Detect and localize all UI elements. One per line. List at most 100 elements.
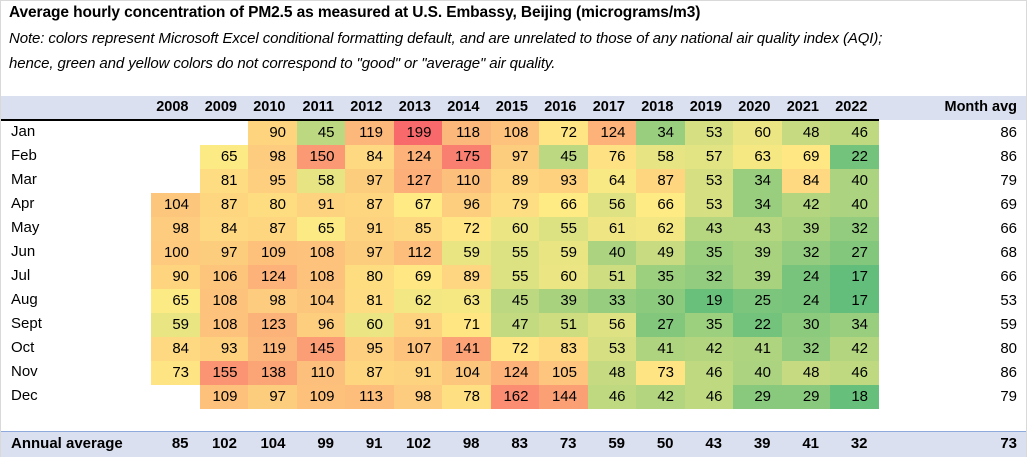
annual-average-2010: 104 — [260, 435, 286, 452]
heatmap-cell-jul-2022: 17 — [830, 265, 879, 289]
row-label-may: May — [11, 219, 40, 236]
row-label-apr: Apr — [11, 195, 35, 212]
heatmap-cell-jul-2020: 39 — [733, 265, 782, 289]
heatmap-cell-sept-2017: 56 — [587, 313, 637, 337]
heatmap-cell-mar-2010: 95 — [248, 169, 297, 193]
heatmap-cell-dec-2017: 46 — [587, 385, 637, 409]
heatmap-cell-jan-2022: 46 — [830, 121, 879, 145]
heatmap-cell-jul-2018: 35 — [636, 265, 685, 289]
heatmap-cell-jun-2013: 112 — [393, 241, 443, 265]
annual-average-2014: 98 — [462, 435, 480, 452]
heatmap-cell-oct-2014: 141 — [442, 337, 491, 361]
column-header-2020: 2020 — [738, 99, 771, 115]
row-label-jul: Jul — [11, 267, 31, 284]
heatmap-cell-nov-2019: 46 — [684, 361, 734, 385]
heatmap-cell-jan-2013: 199 — [393, 121, 443, 145]
heatmap-cell-may-2018: 62 — [636, 217, 685, 241]
row-label-aug: Aug — [11, 291, 38, 308]
heatmap-cell-jul-2012: 80 — [345, 265, 394, 289]
heatmap-cell-sept-2020: 22 — [733, 313, 782, 337]
month-avg-mar: 79 — [1000, 172, 1017, 189]
heatmap-cell-jul-2016: 60 — [539, 265, 588, 289]
heatmap-cell-apr-2009: 87 — [199, 193, 249, 217]
heatmap-cell-sept-2012: 60 — [345, 313, 394, 337]
heatmap-cell-aug-2010: 98 — [248, 289, 297, 313]
heatmap-cell-dec-2022: 18 — [830, 385, 879, 409]
heatmap-cell-mar-2019: 53 — [684, 169, 734, 193]
heatmap-cell-oct-2020: 41 — [733, 337, 782, 361]
column-header-2013: 2013 — [398, 99, 431, 115]
heatmap-cell-aug-2019: 19 — [684, 289, 734, 313]
heatmap-cell-feb-2014: 175 — [442, 145, 491, 169]
heatmap-cell-jun-2010: 109 — [248, 241, 297, 265]
heatmap-cell-jan-2017: 124 — [587, 121, 637, 145]
heatmap-cell-nov-2017: 48 — [587, 361, 637, 385]
heatmap-cell-jul-2011: 108 — [296, 265, 346, 289]
heatmap-cell-oct-2021: 32 — [781, 337, 831, 361]
column-header-2019: 2019 — [689, 99, 722, 115]
heatmap-cell-jul-2013: 69 — [393, 265, 443, 289]
heatmap-cell-dec-2014: 78 — [442, 385, 491, 409]
column-header-month-avg: Month avg — [944, 99, 1018, 115]
heatmap-cell-nov-2021: 48 — [781, 361, 831, 385]
heatmap-cell-aug-2022: 17 — [830, 289, 879, 313]
heatmap-cell-oct-2008: 84 — [151, 337, 200, 361]
heatmap-cell-mar-2017: 64 — [587, 169, 637, 193]
heatmap-cell-may-2011: 65 — [296, 217, 346, 241]
heatmap-cell-oct-2017: 53 — [587, 337, 637, 361]
heatmap-cell-aug-2020: 25 — [733, 289, 782, 313]
column-header-2011: 2011 — [302, 99, 334, 115]
heatmap-cell-aug-2014: 63 — [442, 289, 491, 313]
column-header-2015: 2015 — [495, 99, 528, 115]
column-header-2018: 2018 — [641, 99, 674, 115]
heatmap-cell-feb-2019: 57 — [684, 145, 734, 169]
heatmap-cell-dec-2012: 113 — [345, 385, 394, 409]
heatmap-cell-aug-2008: 65 — [151, 289, 200, 313]
heatmap-cell-nov-2018: 73 — [636, 361, 685, 385]
heatmap-cell-nov-2013: 91 — [393, 361, 443, 385]
heatmap-cell-dec-2010: 97 — [248, 385, 297, 409]
heatmap-cell-apr-2015: 79 — [490, 193, 540, 217]
month-avg-nov: 86 — [1000, 364, 1017, 381]
heatmap-cell-jun-2014: 59 — [442, 241, 491, 265]
heatmap-cell-may-2016: 55 — [539, 217, 588, 241]
heatmap-cell-jan-2021: 48 — [781, 121, 831, 145]
heatmap-cell-nov-2014: 104 — [442, 361, 491, 385]
row-label-jan: Jan — [11, 123, 36, 140]
heatmap-cell-sept-2015: 47 — [490, 313, 540, 337]
heatmap-cell-oct-2015: 72 — [490, 337, 540, 361]
heatmap-cell-apr-2019: 53 — [684, 193, 734, 217]
heatmap-cell-feb-2011: 150 — [296, 145, 346, 169]
heatmap-cell-aug-2021: 24 — [781, 289, 831, 313]
heatmap-cell-apr-2014: 96 — [442, 193, 491, 217]
heatmap-cell-jan-2015: 108 — [490, 121, 540, 145]
header-band — [1, 96, 1026, 120]
annual-average-2016: 73 — [559, 435, 577, 452]
heatmap-cell-jul-2008: 90 — [151, 265, 200, 289]
heatmap-cell-jun-2008: 100 — [151, 241, 200, 265]
heatmap-cell-mar-2020: 34 — [733, 169, 782, 193]
heatmap-cell-jul-2015: 55 — [490, 265, 540, 289]
heatmap-cell-may-2022: 32 — [830, 217, 879, 241]
heatmap-cell-may-2010: 87 — [248, 217, 297, 241]
heatmap-cell-may-2014: 72 — [442, 217, 491, 241]
heatmap-cell-jun-2022: 27 — [830, 241, 879, 265]
overall-average: 73 — [1000, 435, 1017, 452]
heatmap-cell-jun-2019: 35 — [684, 241, 734, 265]
heatmap-cell-mar-2012: 97 — [345, 169, 394, 193]
heatmap-cell-jun-2017: 40 — [587, 241, 637, 265]
heatmap-cell-nov-2020: 40 — [733, 361, 782, 385]
column-header-2022: 2022 — [835, 99, 868, 115]
heatmap-cell-jan-2018: 34 — [636, 121, 685, 145]
annual-average-2011: 99 — [317, 435, 334, 452]
row-label-nov: Nov — [11, 363, 38, 380]
heatmap-cell-sept-2022: 34 — [830, 313, 879, 337]
heatmap-cell-jun-2012: 97 — [345, 241, 394, 265]
heatmap-cell-may-2020: 43 — [733, 217, 782, 241]
annual-average-band — [1, 431, 1026, 457]
heatmap-cell-apr-2012: 87 — [345, 193, 394, 217]
heatmap-cell-jun-2011: 108 — [296, 241, 346, 265]
heatmap-cell-may-2017: 61 — [587, 217, 637, 241]
annual-average-label: Annual average — [11, 435, 123, 452]
month-avg-dec: 79 — [1000, 388, 1017, 405]
